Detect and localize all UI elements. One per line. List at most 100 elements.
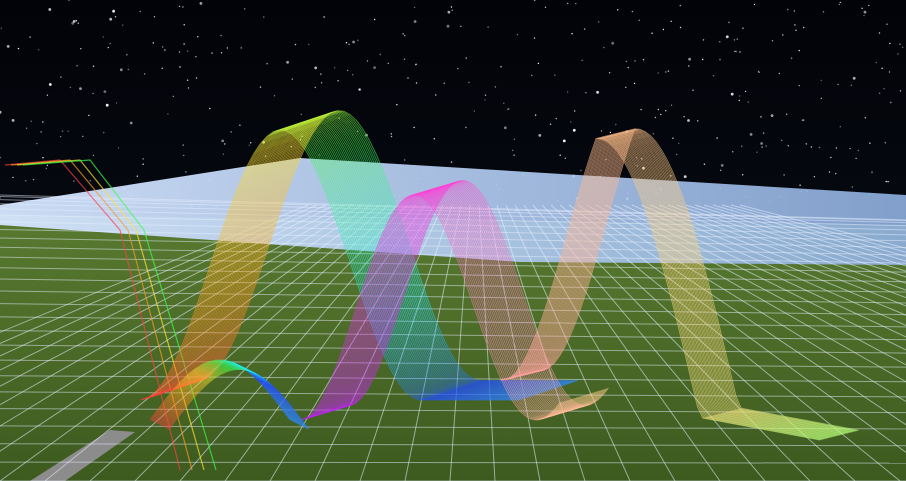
- star: [657, 108, 660, 111]
- star: [583, 28, 586, 30]
- rainbow-ribbon-tertiary: [513, 134, 834, 438]
- star: [835, 147, 838, 149]
- star: [719, 41, 721, 43]
- star: [794, 24, 796, 26]
- star: [447, 10, 451, 14]
- grid-line-vertical: [0, 204, 363, 427]
- star: [153, 16, 156, 18]
- grid-line-vertical: [568, 204, 906, 453]
- star: [435, 94, 437, 96]
- rainbow-ribbon-primary: [154, 124, 535, 396]
- rainbow-ribbon-tertiary: [517, 133, 838, 437]
- star: [730, 92, 734, 96]
- star: [878, 92, 881, 95]
- star: [334, 67, 336, 69]
- star: [25, 127, 28, 129]
- star: [786, 113, 788, 115]
- star: [197, 36, 199, 38]
- star: [657, 72, 659, 74]
- star: [75, 20, 78, 22]
- star: [670, 20, 672, 22]
- rainbow-ribbon-secondary: [334, 183, 596, 410]
- star: [379, 53, 381, 56]
- star: [195, 77, 198, 79]
- star: [359, 89, 361, 91]
- star: [167, 113, 169, 115]
- star: [199, 2, 203, 5]
- star: [92, 92, 94, 95]
- star: [887, 181, 889, 183]
- star: [186, 50, 189, 52]
- star: [209, 107, 211, 110]
- rainbow-ribbon-secondary: [338, 182, 599, 409]
- star: [240, 47, 242, 49]
- star: [179, 66, 181, 68]
- star: [820, 97, 822, 100]
- star: [294, 43, 297, 46]
- star: [366, 60, 369, 62]
- star: [348, 43, 350, 45]
- grid-line-vertical: [0, 204, 372, 452]
- star: [888, 71, 891, 73]
- star: [570, 121, 572, 123]
- star: [852, 76, 856, 80]
- grid-line-vertical: [640, 204, 906, 316]
- star: [36, 142, 38, 145]
- star: [220, 34, 222, 37]
- star: [139, 10, 141, 13]
- star: [29, 36, 31, 38]
- star: [465, 126, 467, 129]
- star: [798, 84, 800, 87]
- star: [654, 116, 657, 119]
- rainbow-ribbon-primary: [146, 127, 527, 399]
- star: [446, 24, 450, 28]
- star: [813, 176, 816, 178]
- star: [581, 59, 583, 62]
- star: [109, 17, 113, 21]
- star: [152, 42, 154, 44]
- rainbow-ribbon-tertiary: [510, 135, 831, 438]
- rainbow-graph-ribbons: [139, 110, 859, 441]
- star: [744, 90, 747, 93]
- star: [869, 142, 871, 144]
- star: [734, 50, 736, 53]
- star: [127, 68, 129, 71]
- star: [373, 18, 376, 21]
- rainbow-ribbon-tertiary: [505, 136, 826, 440]
- star: [566, 91, 569, 93]
- grid-line-vertical: [0, 204, 354, 406]
- star: [580, 169, 582, 172]
- star: [136, 175, 138, 177]
- grid-line-vertical: [676, 204, 906, 284]
- star: [172, 95, 174, 98]
- star: [77, 22, 80, 24]
- star: [633, 82, 636, 85]
- rainbow-ribbon-primary: [169, 119, 550, 391]
- grid-line-horizontal: [0, 303, 906, 316]
- rainbow-ribbon-secondary: [339, 182, 601, 409]
- rainbow-ribbon-small: [167, 368, 309, 430]
- star: [357, 39, 359, 41]
- star: [300, 113, 302, 116]
- rainbow-ribbon-tertiary: [506, 136, 827, 439]
- star: [760, 116, 762, 118]
- star: [851, 186, 853, 188]
- star: [608, 72, 611, 74]
- star: [688, 57, 691, 61]
- star: [850, 84, 852, 87]
- star: [142, 158, 144, 160]
- star: [500, 66, 502, 68]
- star: [662, 28, 665, 31]
- star: [487, 26, 489, 28]
- star: [42, 121, 44, 123]
- star: [226, 47, 228, 49]
- star: [652, 133, 655, 135]
- star: [790, 57, 793, 59]
- star: [352, 40, 355, 44]
- rainbow-ribbon-tertiary: [529, 130, 850, 434]
- star: [250, 142, 252, 144]
- rainbow-ribbon-secondary: [343, 181, 604, 408]
- grid-line-vertical: [721, 204, 906, 257]
